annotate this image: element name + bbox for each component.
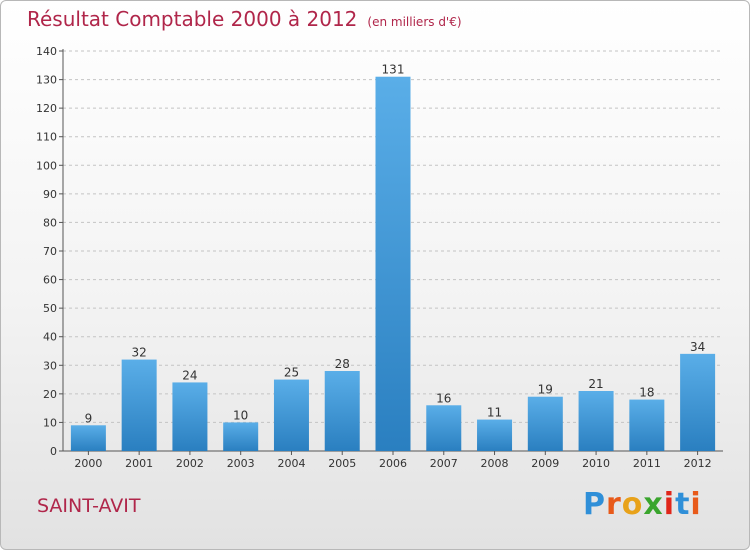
x-tick-label: 2011	[633, 457, 661, 470]
y-tick-label: 20	[43, 388, 57, 401]
logo-letter: i	[663, 487, 676, 522]
bar	[527, 396, 563, 451]
y-tick-label: 10	[43, 416, 57, 429]
data-label: 32	[132, 346, 147, 360]
y-tick-label: 90	[43, 188, 57, 201]
data-label: 25	[284, 366, 299, 380]
x-tick-label: 2005	[328, 457, 356, 470]
y-tick-label: 80	[43, 216, 57, 229]
x-tick-label: 2000	[74, 457, 102, 470]
bar	[121, 359, 157, 451]
bar	[70, 425, 106, 451]
y-tick-label: 70	[43, 245, 57, 258]
data-label: 11	[487, 406, 502, 420]
x-tick-label: 2012	[684, 457, 712, 470]
bar	[578, 391, 614, 451]
axes: 0 10 20 30 40 50 60 70 80 90 100 110 120 130 140 2000 20…	[36, 45, 723, 470]
x-tick-label: 2010	[582, 457, 610, 470]
x-tick-label: 2009	[531, 457, 559, 470]
data-label: 19	[538, 383, 553, 397]
bar	[426, 405, 462, 451]
logo-letter: o	[621, 487, 644, 522]
y-tick-label: 130	[36, 74, 57, 87]
labels: 9 32 24 10 25 28 131 16 11 19 21 18 34	[85, 63, 706, 426]
y-tick-label: 30	[43, 359, 57, 372]
x-tick-label: 2007	[430, 457, 458, 470]
data-label: 34	[690, 340, 705, 354]
proxiti-logo[interactable]: Proxiti	[583, 487, 702, 522]
bar	[172, 382, 208, 451]
data-label: 24	[182, 368, 197, 382]
data-label: 18	[639, 386, 654, 400]
bar	[375, 76, 411, 451]
y-tick-label: 100	[36, 159, 57, 172]
logo-letter: r	[606, 487, 622, 522]
bar	[273, 379, 309, 451]
chart-title-text: Résultat Comptable 2000 à 2012	[27, 7, 358, 31]
y-tick-label: 110	[36, 131, 57, 144]
x-tick-label: 2006	[379, 457, 407, 470]
bar	[223, 422, 259, 451]
bar	[680, 353, 716, 451]
logo-letter: P	[583, 487, 606, 522]
data-label: 10	[233, 408, 248, 422]
y-tick-label: 120	[36, 102, 57, 115]
place-name: SAINT-AVIT	[37, 495, 141, 517]
data-label: 131	[382, 63, 405, 77]
x-tick-label: 2008	[481, 457, 509, 470]
data-label: 21	[588, 377, 603, 391]
bar	[477, 419, 513, 451]
bar	[629, 399, 665, 451]
x-tick-label: 2004	[277, 457, 305, 470]
x-tick-label: 2002	[176, 457, 204, 470]
x-tick-label: 2003	[227, 457, 255, 470]
chart-unit-note: (en milliers d'€)	[367, 15, 462, 29]
data-label: 16	[436, 391, 451, 405]
logo-letter: x	[643, 487, 664, 522]
data-label: 28	[335, 357, 350, 371]
data-label: 9	[85, 411, 93, 425]
logo-letter: t	[675, 487, 691, 522]
y-tick-label: 0	[50, 445, 57, 458]
y-tick-label: 40	[43, 331, 57, 344]
y-tick-label: 140	[36, 45, 57, 58]
bar	[324, 371, 360, 451]
x-tick-label: 2001	[125, 457, 153, 470]
bars	[70, 76, 716, 451]
y-tick-label: 50	[43, 302, 57, 315]
chart-title: Résultat Comptable 2000 à 2012 (en millie…	[27, 7, 462, 31]
y-tick-label: 60	[43, 274, 57, 287]
logo-letter: i	[690, 487, 702, 522]
